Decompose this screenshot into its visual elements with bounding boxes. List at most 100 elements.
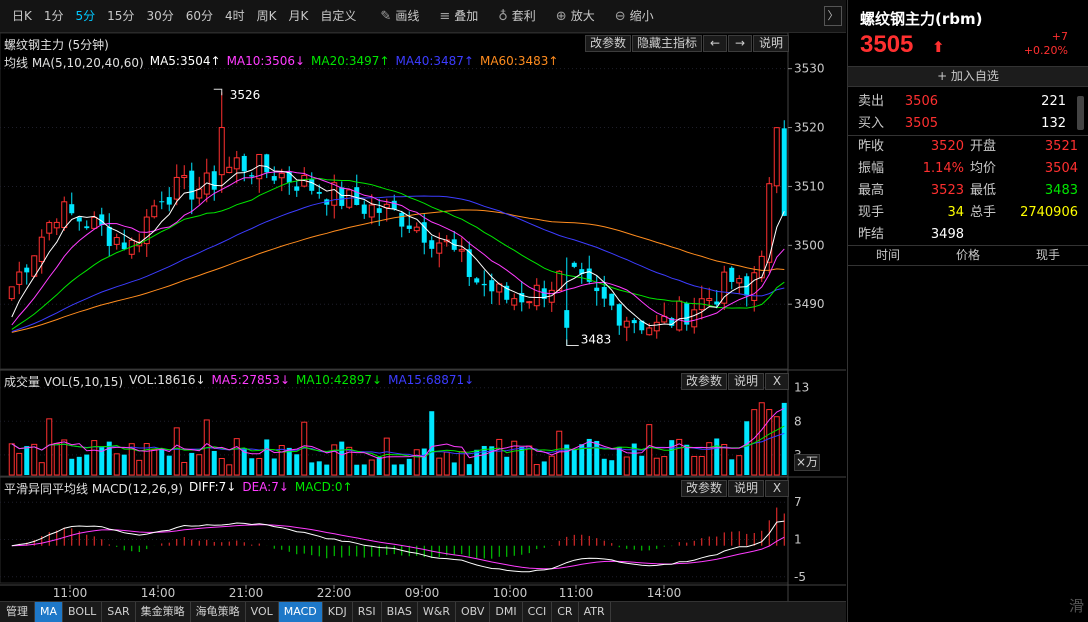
indicator-tab[interactable]: RSI <box>353 602 382 622</box>
tool-label: 缩小 <box>629 8 654 23</box>
indicator-tab[interactable]: MACD <box>278 602 323 622</box>
collapse-panel-button[interactable]: 〉 <box>824 6 842 26</box>
volume-bar <box>548 455 555 476</box>
orderbook-scrollbar[interactable] <box>1077 96 1084 130</box>
candle-body <box>113 237 120 245</box>
candle-body <box>623 320 630 328</box>
tool-button[interactable]: ≡ 叠加 <box>433 0 484 33</box>
volume-bar <box>413 449 420 476</box>
indicator-tab[interactable]: KDJ <box>323 602 353 622</box>
indicator-tab[interactable]: CR <box>552 602 579 622</box>
indicator-tab[interactable]: BOLL <box>63 602 103 622</box>
kline-chart[interactable]: 35303520351035003490138371-53526348311:0… <box>0 33 846 601</box>
period-tab[interactable]: 月K <box>288 8 309 23</box>
indicator-tab[interactable]: 海龟策略 <box>191 602 246 622</box>
candle-body <box>631 320 637 324</box>
ma5-line <box>11 164 785 327</box>
panel-button[interactable]: → <box>728 35 752 52</box>
indicator-tab[interactable]: DMI <box>490 602 523 622</box>
period-tab[interactable]: 1分 <box>43 8 64 23</box>
panel-button[interactable]: ← <box>703 35 727 52</box>
vol-ma15-line <box>11 432 785 457</box>
volume-bar <box>443 451 450 476</box>
volume-bar <box>519 447 525 475</box>
candle-body <box>571 262 577 267</box>
period-tab[interactable]: 5分 <box>75 8 96 23</box>
macd-tick-label: 1 <box>794 533 802 547</box>
candle-body <box>781 128 787 216</box>
tool-button[interactable]: ♁ 套利 <box>492 0 542 33</box>
period-tab[interactable]: 周K <box>256 8 277 23</box>
panel-button[interactable]: X <box>765 373 789 390</box>
volume-bar <box>309 462 315 475</box>
panel-button[interactable]: 说明 <box>728 373 764 390</box>
indicator-tab[interactable]: MA <box>35 602 64 622</box>
indicator-tab[interactable]: VOL <box>246 602 279 622</box>
tool-button[interactable]: ⊕ 放大 <box>550 0 601 33</box>
period-tab[interactable]: 15分 <box>107 8 135 23</box>
volume-bar <box>99 446 105 475</box>
candle-body <box>368 204 375 218</box>
indicator-tab[interactable]: 集金策略 <box>136 602 191 622</box>
candle-body <box>691 309 698 328</box>
volume-bar <box>744 421 750 475</box>
volume-bar <box>653 457 660 476</box>
candle-body <box>533 284 540 307</box>
volume-bar <box>481 445 487 475</box>
panel-button[interactable]: 隐藏主指标 <box>632 35 702 52</box>
tool-button[interactable]: ✎ 画线 <box>374 0 425 33</box>
panel-button[interactable]: 改参数 <box>585 35 631 52</box>
tool-button[interactable]: ⊖ 缩小 <box>609 0 660 33</box>
candle-body <box>474 278 480 283</box>
volume-bar <box>143 443 150 476</box>
candle-body <box>226 166 233 174</box>
indicator-tab[interactable]: OBV <box>456 602 491 622</box>
indicator-tab[interactable]: SAR <box>102 602 136 622</box>
period-tab[interactable]: 30分 <box>146 8 174 23</box>
volume-bar <box>196 454 203 476</box>
panel-button[interactable]: 说明 <box>753 35 789 52</box>
indicator-tab[interactable]: W&R <box>418 602 456 622</box>
volume-bar <box>451 462 457 475</box>
quote-panel: 螺纹钢主力(rbm) 3505 ⬆ +7 +0.20% + 加入自选 卖出 35… <box>847 0 1088 622</box>
candle-body <box>458 249 465 252</box>
candle-body <box>466 249 472 277</box>
stat-row: 振幅 1.14% 均价 3504 <box>858 158 1078 180</box>
volume-bar <box>173 427 180 476</box>
panel-button[interactable]: 改参数 <box>681 373 727 390</box>
volume-bar <box>579 444 585 475</box>
candle-body <box>729 267 735 282</box>
indicator-tab[interactable]: CCI <box>523 602 553 622</box>
last-price: 3505 <box>860 31 914 58</box>
period-tab[interactable]: 60分 <box>185 8 213 23</box>
candle-body <box>541 288 547 299</box>
volume-bar <box>399 464 405 475</box>
candle-body <box>609 293 615 306</box>
candle-body <box>601 286 607 299</box>
period-tab[interactable]: 日K <box>12 8 32 23</box>
volume-bar <box>241 448 247 475</box>
chart-area[interactable]: 35303520351035003490138371-53526348311:0… <box>0 33 846 601</box>
stat-value: 3520 <box>930 139 964 154</box>
time-tick-label: 11:00 <box>53 586 88 600</box>
indicator-tab[interactable]: BIAS <box>382 602 418 622</box>
candle-body <box>121 242 127 250</box>
stat-row: 现手 34 总手 2740906 <box>858 202 1078 224</box>
ma60-line <box>11 209 785 333</box>
volume-bar <box>684 444 690 475</box>
bid-price: 3505 <box>904 116 938 131</box>
add-to-watchlist-button[interactable]: + 加入自选 <box>848 66 1088 87</box>
panel-button[interactable]: X <box>765 480 789 497</box>
stat-value: 3498 <box>930 227 964 242</box>
stat-label: 最低 <box>970 183 997 198</box>
panel-button[interactable]: 改参数 <box>681 480 727 497</box>
candle-body <box>564 310 570 328</box>
panel-button[interactable]: 说明 <box>728 480 764 497</box>
indicator-tab[interactable]: 管理 <box>0 602 35 622</box>
period-tab[interactable]: 自定义 <box>320 8 357 23</box>
volume-bar <box>339 441 345 475</box>
stat-value: 3523 <box>930 183 964 198</box>
indicator-tab[interactable]: ATR <box>579 602 611 622</box>
period-tab[interactable]: 4时 <box>225 8 245 23</box>
candle-body <box>271 176 277 181</box>
